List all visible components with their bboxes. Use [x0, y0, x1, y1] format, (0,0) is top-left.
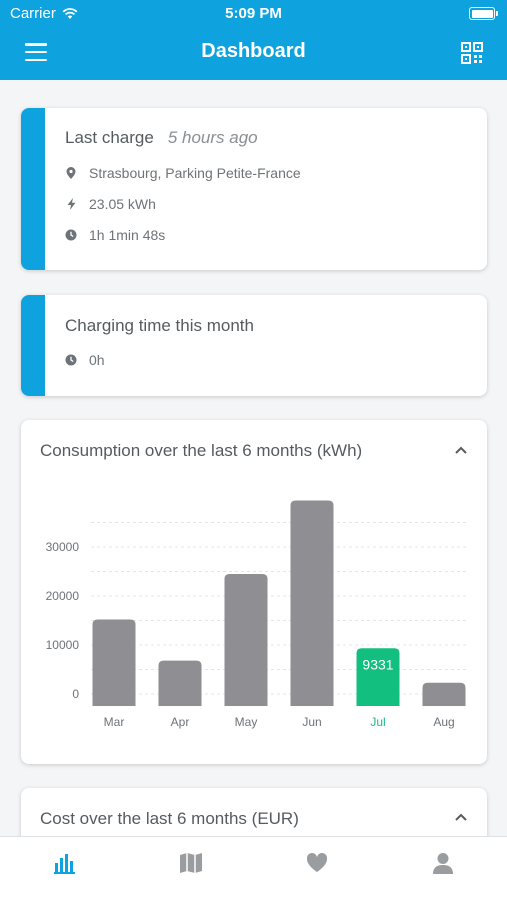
last-charge-ago: 5 hours ago — [167, 128, 258, 147]
chart-bar-jun — [290, 500, 334, 706]
y-tick-label: 30000 — [46, 540, 80, 554]
charging-time-row: 0h — [65, 352, 105, 368]
tab-bar — [0, 836, 507, 900]
status-time: 5:09 PM — [225, 5, 282, 22]
x-tick-label: Jul — [370, 715, 385, 729]
chart-bar-apr — [158, 660, 202, 706]
hamburger-menu-icon[interactable] — [25, 43, 47, 61]
consumption-title: Consumption over the last 6 months (kWh) — [40, 441, 363, 460]
x-tick-label: Apr — [171, 715, 190, 729]
chevron-up-icon[interactable] — [455, 446, 467, 454]
carrier-label: Carrier — [10, 5, 56, 22]
chevron-up-icon[interactable] — [455, 813, 467, 821]
battery-icon — [469, 7, 498, 20]
cost-title: Cost over the last 6 months (EUR) — [40, 809, 299, 828]
consumption-heading: Consumption over the last 6 months (kWh) — [40, 441, 362, 461]
chart-bar-aug — [422, 682, 466, 706]
cost-heading: Cost over the last 6 months (EUR) — [40, 809, 299, 829]
energy-text: 23.05 kWh — [89, 196, 156, 212]
x-tick-label: Aug — [433, 715, 454, 729]
y-tick-label: 0 — [72, 687, 79, 701]
clock-icon — [65, 354, 77, 366]
status-bar: Carrier 5:09 PM — [0, 0, 507, 28]
tab-dashboard-chart-icon[interactable] — [53, 851, 77, 875]
charging-time-title: Charging time this month — [65, 316, 254, 335]
clock-icon — [65, 229, 77, 241]
last-charge-card[interactable]: Last charge 5 hours ago Strasbourg, Parki… — [21, 108, 487, 270]
y-tick-label: 10000 — [46, 638, 80, 652]
y-tick-label: 20000 — [46, 589, 80, 603]
last-charge-title: Last charge — [65, 128, 154, 147]
consumption-chart: 0 10000 20000 30000 Mar Apr May Jun Jul 9331 Aug — [46, 500, 467, 729]
qr-code-icon[interactable] — [461, 42, 483, 64]
carrier: Carrier — [10, 5, 78, 22]
tab-profile-user-icon[interactable] — [431, 851, 455, 875]
last-charge-heading: Last charge 5 hours ago — [65, 128, 258, 148]
duration-row: 1h 1min 48s — [65, 227, 165, 243]
tab-map-icon[interactable] — [179, 851, 203, 875]
tab-favorites-heart-icon[interactable] — [305, 851, 329, 875]
charging-time-value: 0h — [89, 352, 105, 368]
duration-text: 1h 1min 48s — [89, 227, 166, 243]
chart-bar-jul — [356, 648, 400, 706]
chart-bar-mar — [92, 619, 136, 706]
charging-time-heading: Charging time this month — [65, 316, 254, 336]
lightning-icon — [65, 198, 77, 210]
location-row: Strasbourg, Parking Petite-France — [65, 165, 301, 181]
energy-row: 23.05 kWh — [65, 196, 156, 212]
x-tick-label: Jun — [302, 715, 321, 729]
app-header: Carrier 5:09 PM Dashboard — [0, 0, 507, 80]
chart-bar-may — [224, 573, 268, 706]
x-tick-label: May — [235, 715, 258, 729]
location-pin-icon — [65, 167, 77, 179]
page-title: Dashboard — [201, 40, 306, 62]
location-text: Strasbourg, Parking Petite-France — [89, 165, 301, 181]
x-tick-label: Mar — [104, 715, 125, 729]
consumption-card: Consumption over the last 6 months (kWh)… — [21, 420, 487, 764]
wifi-icon — [62, 7, 78, 19]
charging-time-card[interactable]: Charging time this month 0h — [21, 295, 487, 396]
bar-value-label: 9331 — [362, 656, 393, 672]
